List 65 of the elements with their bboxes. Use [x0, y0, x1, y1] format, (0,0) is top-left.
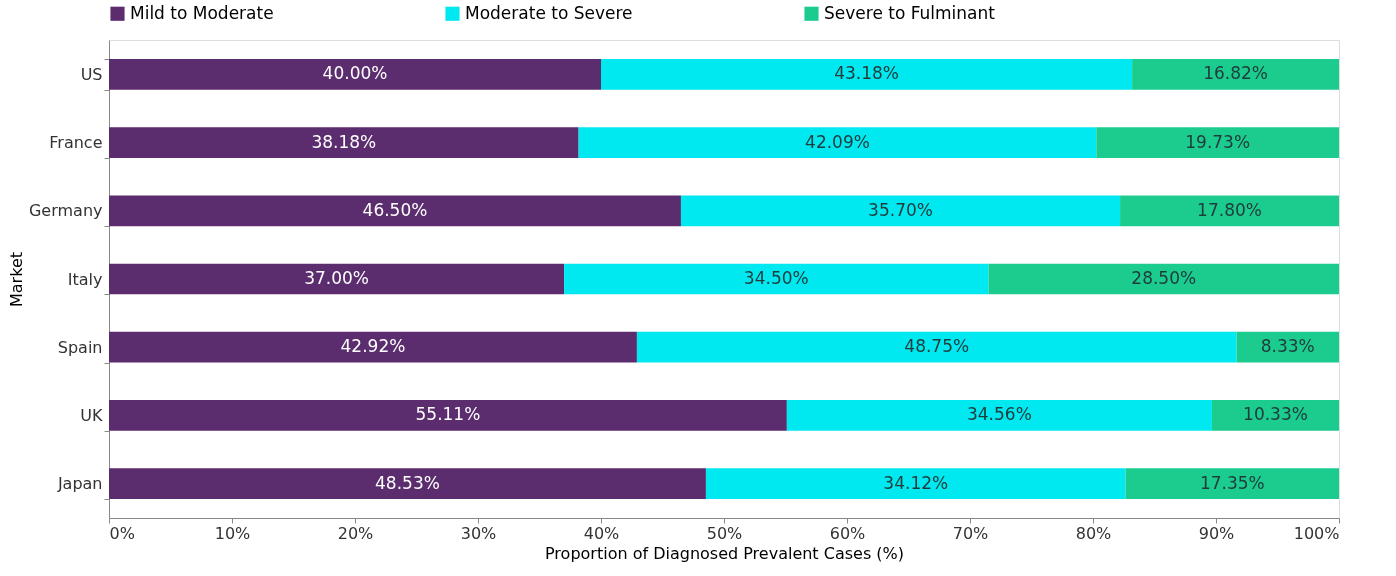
legend-label: Moderate to Severe: [465, 2, 633, 23]
bar: [1096, 127, 1339, 158]
x-tick-label: 60%: [829, 523, 866, 543]
y-tick-label: UK: [80, 405, 104, 425]
x-tick-label: 0%: [109, 523, 135, 543]
bar: [988, 263, 1339, 295]
x-tick-label: 20%: [337, 523, 374, 543]
bar: [578, 127, 1097, 158]
data-label: 48.53%: [375, 472, 440, 493]
data-label: 28.50%: [1131, 268, 1197, 288]
bar: [705, 468, 1126, 499]
x-tick-label: 40%: [583, 523, 620, 543]
data-label: 37.00%: [304, 268, 369, 288]
x-tick-label: 90%: [1198, 523, 1235, 543]
bar: [1236, 331, 1339, 363]
data-label: 46.50%: [362, 199, 428, 220]
data-label: 16.82%: [1203, 63, 1268, 84]
x-tick-label: 70%: [952, 523, 989, 543]
x-axis-title: Proportion of Diagnosed Prevalent Cases (%): [545, 543, 904, 563]
legend-label: Severe to Fulminant: [824, 2, 996, 23]
bar: [109, 127, 579, 158]
bar: [564, 263, 989, 295]
y-tick-label: Italy: [67, 269, 103, 289]
y-tick-label: Germany: [28, 201, 103, 221]
bar: [601, 59, 1133, 90]
data-label: 34.56%: [966, 404, 1032, 425]
bar: [1132, 59, 1339, 90]
x-tick-label: 30%: [460, 523, 497, 543]
data-label: 42.09%: [805, 131, 870, 152]
y-axis-title: Market: [6, 252, 26, 307]
data-label: 42.92%: [340, 336, 406, 357]
data-label: 40.00%: [322, 63, 388, 84]
data-label: 48.75%: [904, 336, 970, 357]
bar: [636, 331, 1237, 363]
bar: [109, 331, 637, 363]
bar: [109, 195, 681, 227]
legend-label: Mild to Moderate: [130, 2, 274, 23]
data-label: 10.33%: [1243, 404, 1308, 425]
bar: [680, 195, 1121, 227]
x-tick-label: 100%: [1293, 523, 1340, 543]
data-label: 17.80%: [1197, 199, 1262, 220]
data-label: 34.50%: [743, 268, 809, 288]
x-tick-label: 80%: [1075, 523, 1112, 543]
bar: [1211, 400, 1339, 431]
bar: [109, 59, 601, 90]
y-tick-label: Spain: [57, 337, 103, 357]
bar: [109, 400, 787, 431]
bar: [1120, 195, 1339, 227]
y-tick-label: France: [49, 133, 103, 153]
data-label: 43.18%: [834, 63, 899, 84]
data-label: 55.11%: [415, 404, 481, 425]
data-label: 35.70%: [868, 199, 933, 220]
data-label: 17.35%: [1199, 472, 1265, 493]
x-tick-label: 10%: [214, 523, 251, 543]
data-label: 38.18%: [311, 131, 377, 152]
bar: [109, 263, 565, 295]
data-label: 34.12%: [883, 472, 949, 493]
y-tick-label: Japan: [56, 474, 103, 494]
data-label: 19.73%: [1185, 131, 1251, 152]
data-label: 8.33%: [1260, 336, 1315, 357]
bar: [109, 468, 706, 499]
y-tick-label: US: [80, 64, 103, 84]
bar: [1125, 468, 1339, 499]
bar: [786, 400, 1212, 431]
x-tick-label: 50%: [706, 523, 743, 543]
